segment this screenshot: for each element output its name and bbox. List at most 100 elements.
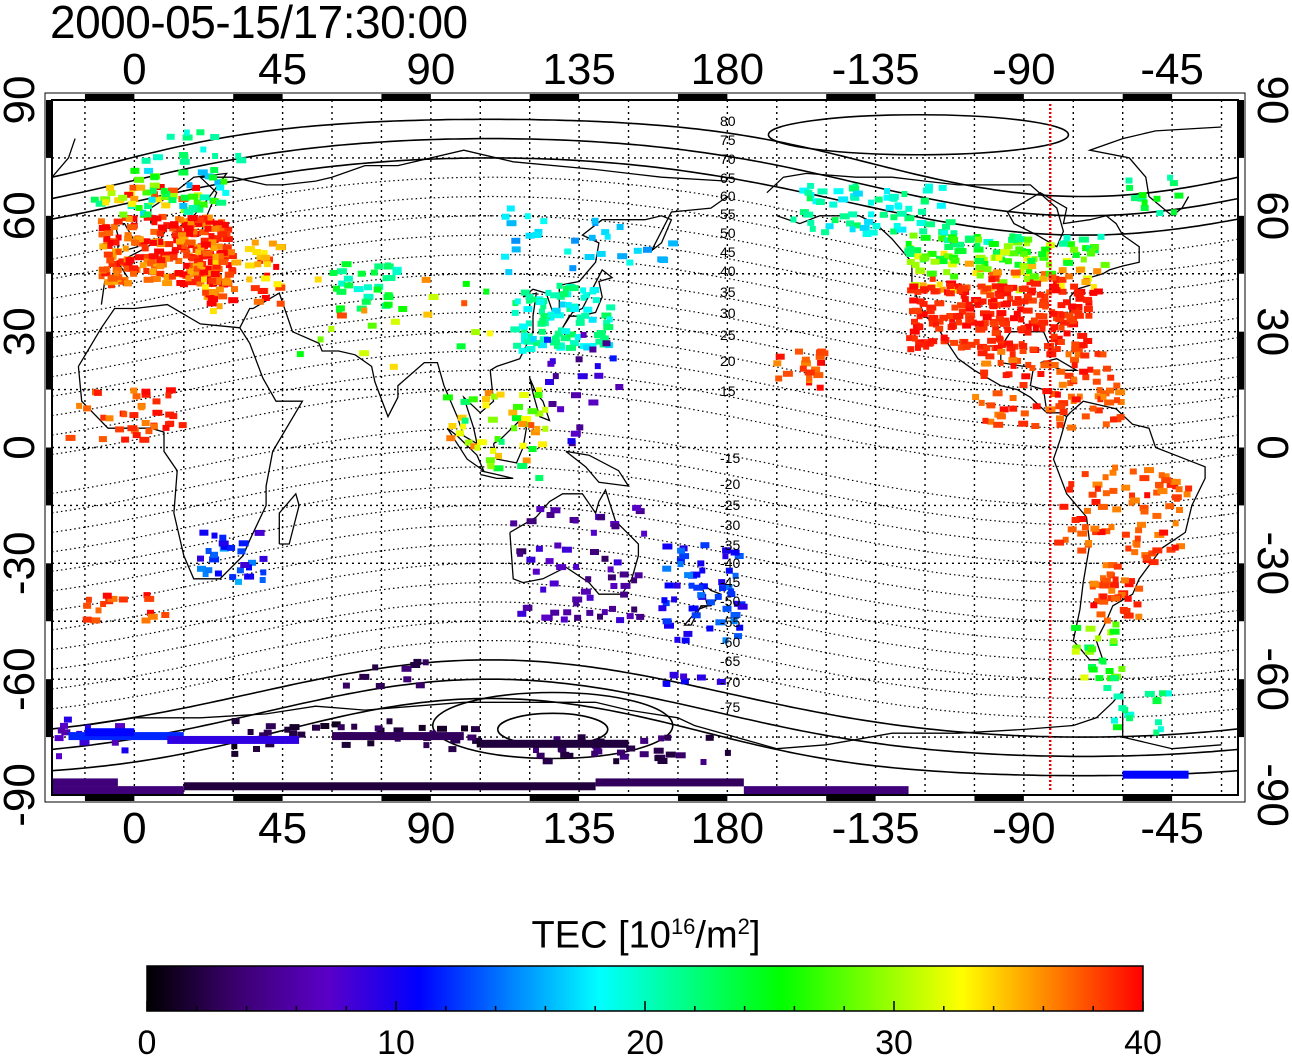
- tec-cell: [901, 191, 908, 197]
- tec-cell: [496, 391, 505, 398]
- tec-cell: [211, 225, 220, 232]
- tec-cell: [974, 242, 981, 249]
- tec-cell: [517, 463, 528, 469]
- tec-cell: [126, 224, 137, 231]
- tec-cell: [724, 749, 731, 756]
- tec-cell: [677, 547, 686, 554]
- tec-cell: [1170, 209, 1177, 216]
- tec-cell: [357, 270, 366, 277]
- tec-cell: [273, 263, 280, 270]
- tec-cell: [1106, 571, 1114, 578]
- tec-cell: [213, 278, 221, 285]
- tec-cell: [174, 270, 184, 276]
- contour-label: -20: [720, 476, 740, 492]
- tec-cell: [1155, 481, 1163, 488]
- tec-band: [332, 732, 464, 741]
- contour-label: 55: [720, 206, 736, 222]
- tec-cell: [202, 284, 210, 291]
- tec-cell: [906, 246, 915, 252]
- tec-cell: [1103, 617, 1111, 624]
- tec-cell: [163, 273, 170, 280]
- tec-cell: [620, 582, 631, 589]
- tec-cell: [982, 285, 992, 292]
- tec-cell: [583, 344, 591, 351]
- tec-cell: [915, 267, 925, 274]
- frame-tick: [826, 94, 876, 99]
- tec-cell: [145, 428, 153, 435]
- tec-cell: [367, 740, 375, 747]
- tec-cell: [938, 235, 947, 242]
- tec-cell: [706, 599, 715, 606]
- tec-cell: [816, 384, 824, 391]
- tec-cell: [948, 261, 957, 268]
- tec-cell: [162, 255, 170, 262]
- tec-cell: [958, 285, 969, 292]
- tec-cell: [950, 257, 960, 264]
- lat-tick-label-left: 30: [0, 307, 44, 356]
- tec-cell: [1083, 507, 1091, 514]
- tec-cell: [210, 271, 220, 277]
- tec-cell: [1159, 690, 1167, 697]
- maglat-contour: [52, 446, 1238, 526]
- tec-cell: [490, 393, 498, 400]
- tec-cell: [532, 232, 542, 238]
- tec-cell: [1123, 612, 1134, 619]
- tec-cell: [965, 301, 973, 308]
- tec-cell: [178, 169, 189, 176]
- tec-cell: [180, 194, 190, 201]
- tec-cell: [130, 167, 140, 174]
- frame-tick: [1239, 215, 1244, 274]
- maglat-contour: [52, 369, 1238, 449]
- tec-cell: [1171, 544, 1179, 551]
- tec-cell: [987, 337, 997, 344]
- frame-tick: [1239, 563, 1244, 622]
- tec-cell: [997, 279, 1008, 286]
- tec-cell: [914, 253, 923, 260]
- tec-cell: [677, 561, 684, 568]
- tec-cell: [1025, 361, 1032, 368]
- tec-cell: [113, 218, 123, 225]
- tec-cell: [168, 197, 177, 204]
- tec-cell: [1138, 192, 1147, 199]
- colorbar-title: TEC [1016/m2]: [531, 914, 761, 957]
- tec-cell: [573, 600, 580, 607]
- tec-cell: [1109, 628, 1120, 635]
- tec-cell: [549, 358, 556, 365]
- tec-cell: [1048, 274, 1057, 281]
- tec-cell: [140, 209, 147, 216]
- tec-cell: [143, 254, 152, 260]
- tec-cell: [1094, 485, 1101, 492]
- tec-cell: [225, 262, 232, 269]
- tec-cell: [1083, 296, 1092, 303]
- tec-cell: [714, 593, 722, 600]
- tec-cell: [552, 373, 559, 380]
- tec-cell: [1019, 343, 1028, 349]
- tec-cell: [471, 726, 480, 733]
- tec-cell: [968, 316, 975, 323]
- tec-cell: [1028, 263, 1037, 270]
- tec-cell: [1032, 276, 1043, 283]
- tec-cell: [1024, 293, 1032, 300]
- tec-cell: [208, 277, 217, 284]
- tec-cell: [158, 213, 167, 220]
- tec-cell: [542, 406, 549, 413]
- tec-cell: [341, 261, 352, 268]
- tec-cell: [601, 555, 609, 562]
- tec-cell: [200, 146, 207, 153]
- tec-cell: [1079, 342, 1086, 349]
- tec-cell: [142, 189, 153, 196]
- tec-cell: [568, 285, 579, 292]
- tec-cell: [251, 239, 259, 246]
- tec-cell: [510, 520, 518, 527]
- tec-cell: [359, 673, 370, 680]
- tec-cell: [528, 446, 537, 452]
- tec-cell: [586, 609, 594, 616]
- tec-cell: [588, 316, 597, 323]
- tec-cell: [1009, 405, 1018, 412]
- tec-cell: [1065, 273, 1074, 280]
- tec-cell: [905, 251, 916, 257]
- tec-cell: [563, 609, 572, 616]
- tec-cell: [1125, 545, 1132, 552]
- tec-cell: [1153, 195, 1161, 202]
- tec-cell: [1079, 368, 1089, 375]
